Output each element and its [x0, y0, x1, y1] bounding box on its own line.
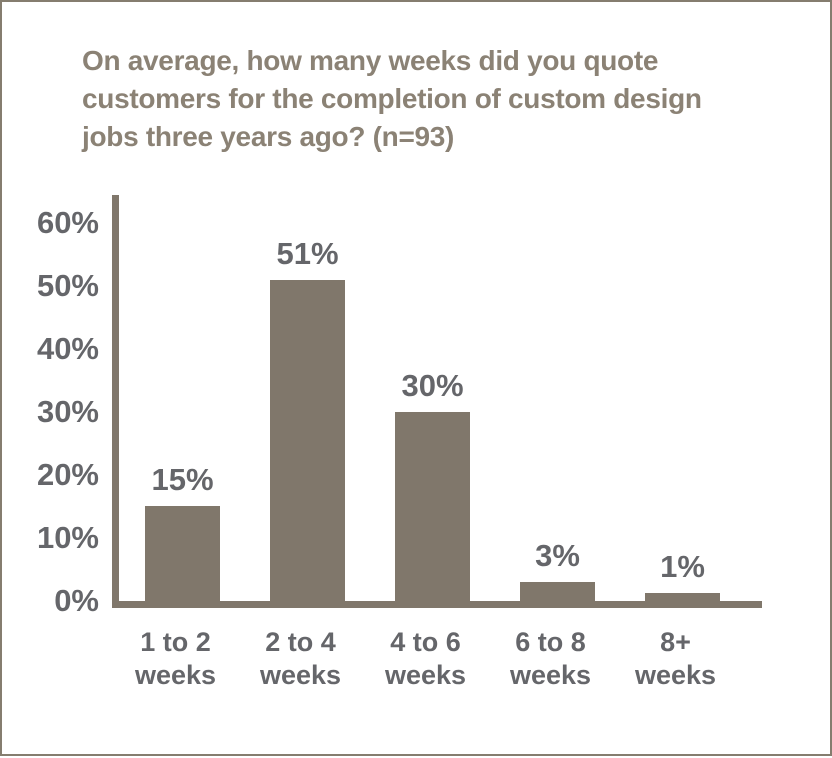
bar-8-weeks: 1%	[645, 549, 720, 601]
y-tick-label-60: 60%	[36, 205, 99, 240]
bar-value-label-6-to-8-weeks: 3%	[535, 538, 580, 573]
y-tick-label-40: 40%	[36, 331, 99, 366]
y-tick-label-30: 30%	[36, 394, 99, 429]
bar-value-label-2-to-4-weeks: 51%	[276, 236, 339, 271]
plot-area: 15% 51% 30% 3% 1%	[112, 195, 762, 608]
bar-value-label-1-to-2-weeks: 15%	[151, 462, 214, 497]
bar-6-to-8-weeks: 3%	[520, 538, 595, 601]
x-axis-label-8-weeks: 8+ weeks	[634, 627, 717, 690]
bar-value-label-4-to-6-weeks: 30%	[401, 368, 464, 403]
bar-value-label-8-weeks: 1%	[660, 549, 705, 584]
chart-title-line-3: jobs three years ago? (n=93)	[82, 121, 455, 152]
bar-4-to-6-weeks: 30%	[395, 368, 470, 601]
y-tick-label-0: 0%	[54, 583, 99, 618]
y-tick-label-50: 50%	[36, 268, 99, 303]
y-axis-labels: 60% 50% 40% 30% 20% 10% 0%	[2, 2, 99, 758]
chart-title-line-1: On average, how many weeks did you quote	[82, 45, 659, 76]
x-axis-label-1-to-2-weeks: 1 to 2 weeks	[134, 627, 217, 690]
x-axis-label-2-to-4-weeks: 2 to 4 weeks	[259, 627, 342, 690]
y-tick-label-10: 10%	[36, 520, 99, 555]
bar-2-to-4-weeks: 51%	[270, 236, 345, 601]
x-axis-label-6-to-8-weeks: 6 to 8 weeks	[509, 627, 592, 690]
bar-1-to-2-weeks: 15%	[145, 462, 220, 601]
y-tick-label-20: 20%	[36, 457, 99, 492]
chart-title: On average, how many weeks did you quote…	[82, 42, 702, 156]
chart-title-line-2: customers for the completion of custom d…	[82, 83, 702, 114]
x-axis-label-4-to-6-weeks: 4 to 6 weeks	[384, 627, 467, 690]
